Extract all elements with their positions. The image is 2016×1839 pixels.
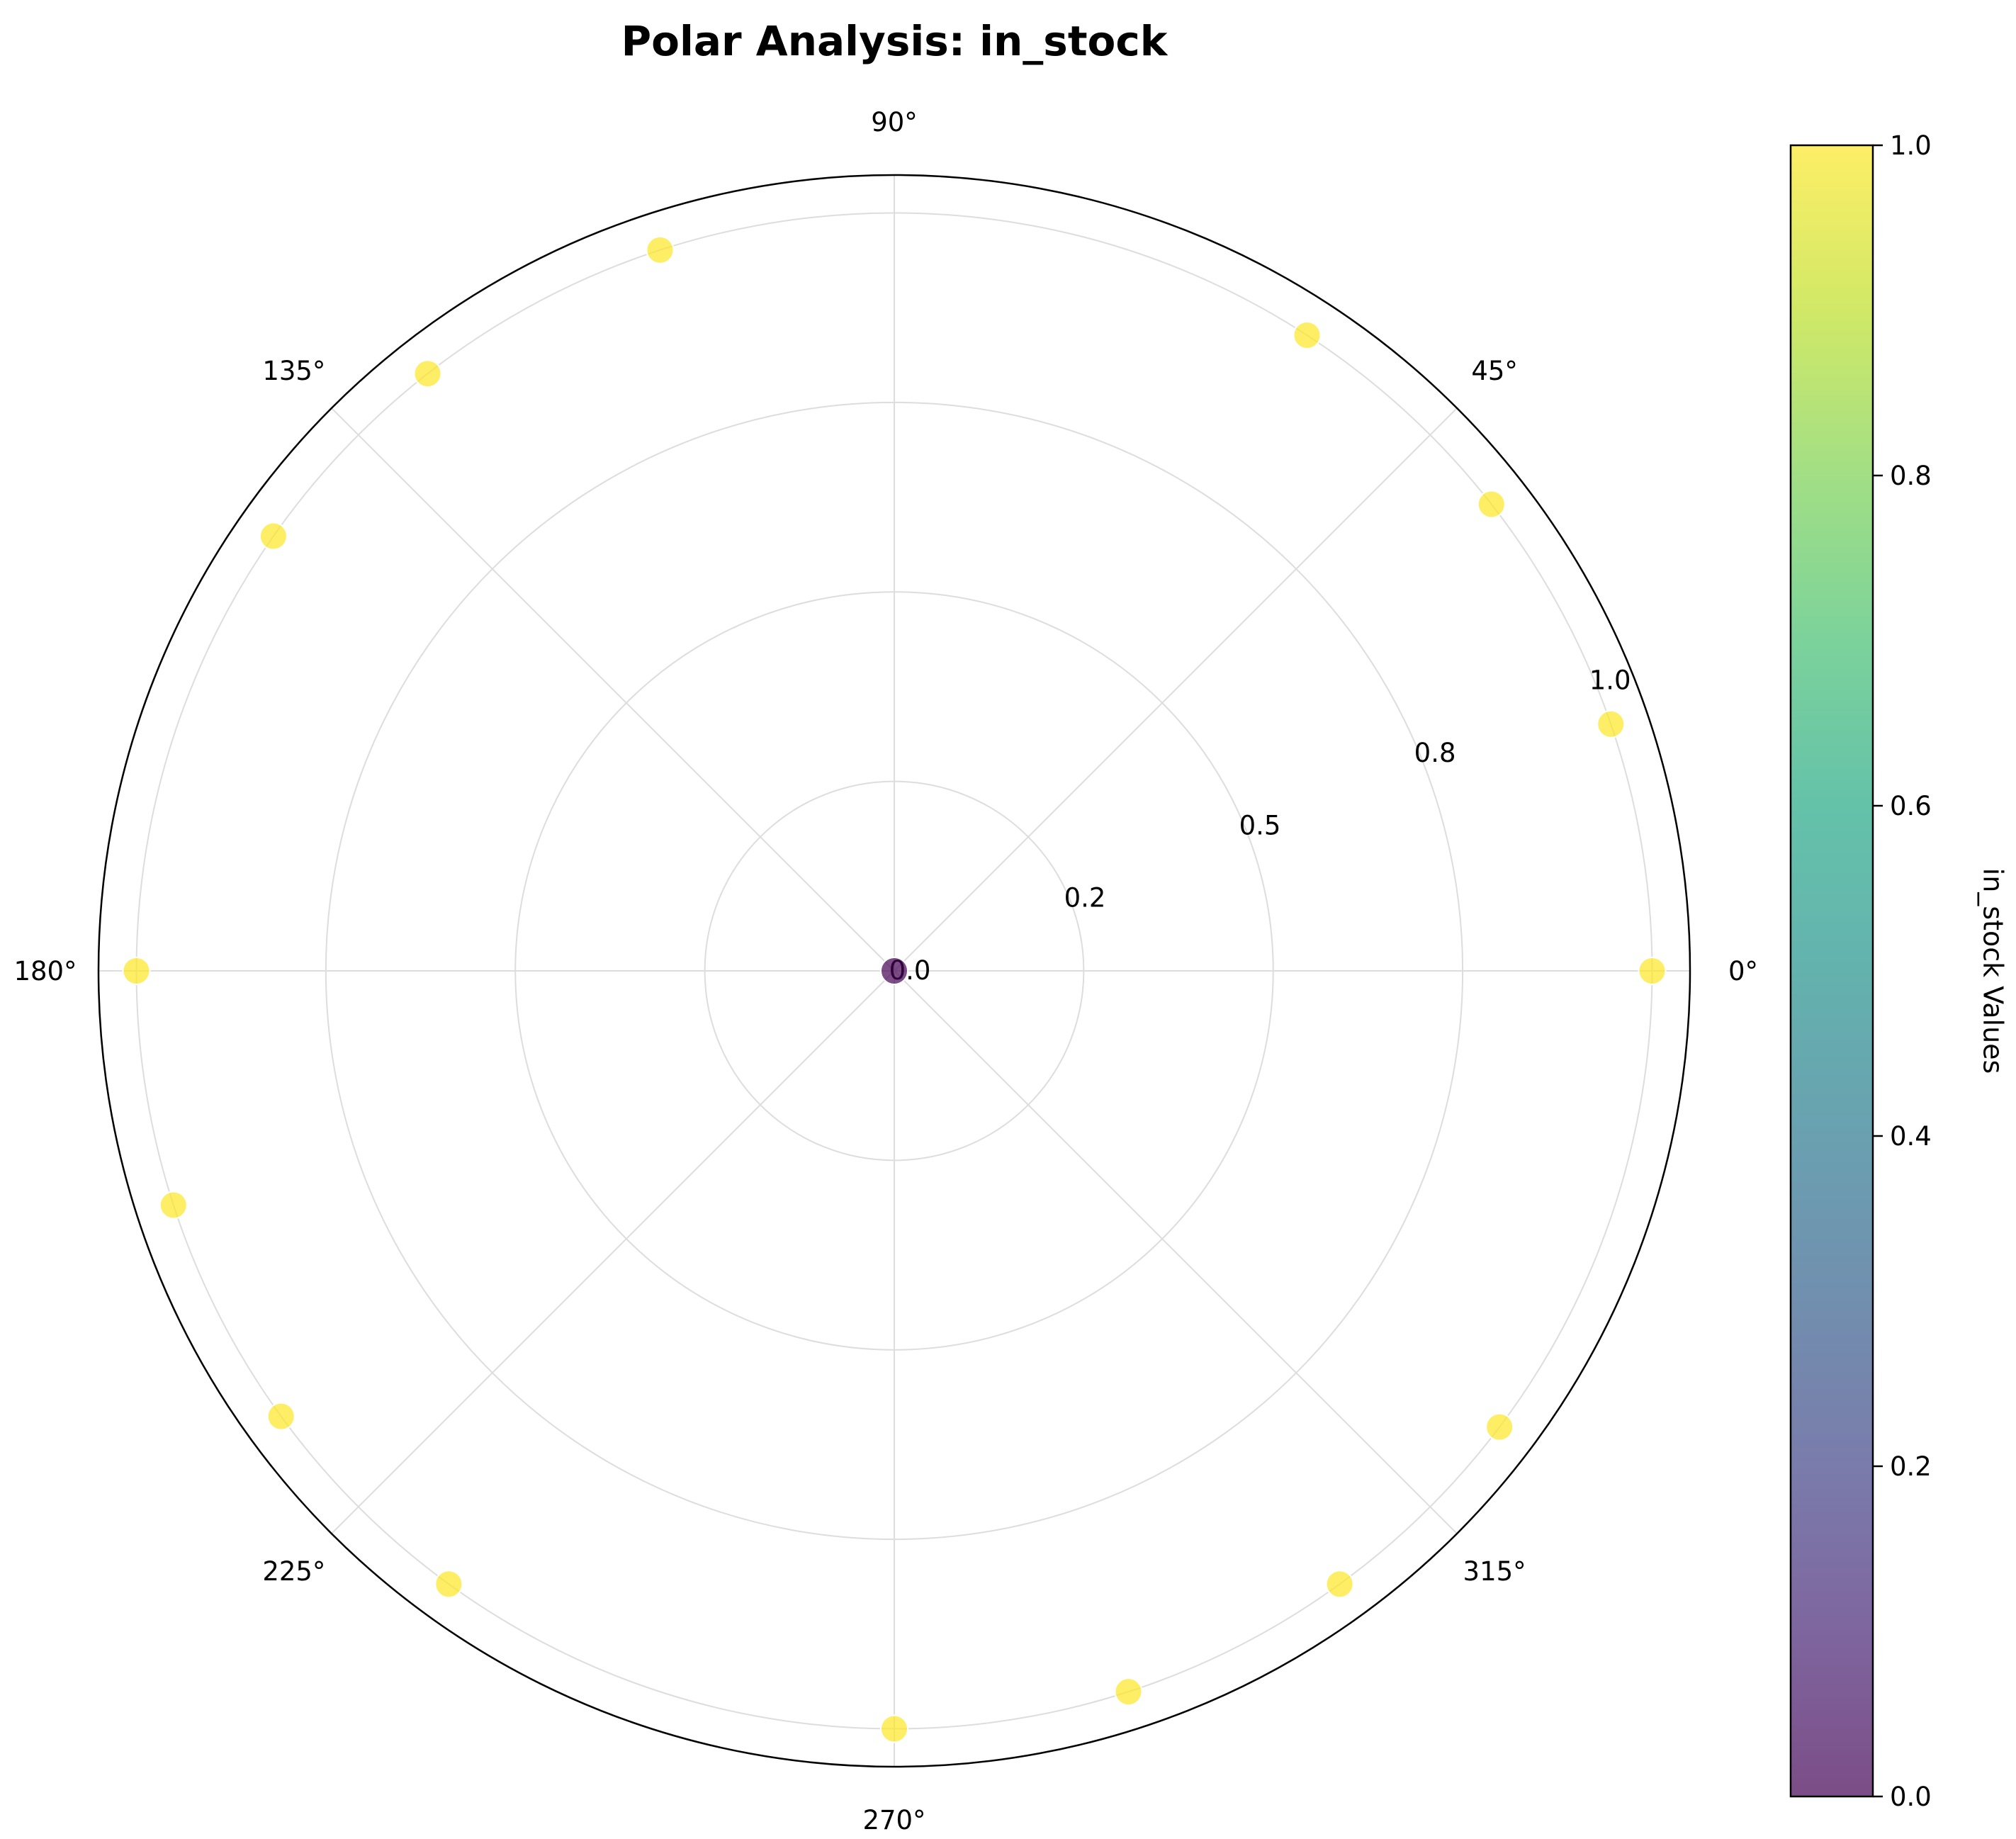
data-point	[880, 957, 908, 985]
colorbar-tick-label: 0.6	[1890, 791, 1932, 821]
theta-gridline	[331, 970, 895, 1534]
radial-tick-label: 0.8	[1414, 738, 1456, 768]
colorbar-label: in_stock Values	[1978, 868, 2009, 1074]
radial-gridline	[514, 591, 1274, 1351]
data-point	[1114, 1677, 1143, 1706]
data-point	[413, 359, 442, 388]
colorbar-tick-label: 0.2	[1890, 1451, 1932, 1482]
data-point	[1597, 709, 1626, 738]
colorbar-tick-label: 0.8	[1890, 461, 1932, 491]
theta-tick-label: 270°	[862, 1805, 925, 1835]
theta-gridline	[894, 407, 1458, 972]
data-point	[880, 1714, 908, 1743]
theta-tick-label: 45°	[1471, 356, 1518, 386]
data-point	[1477, 490, 1506, 519]
theta-tick-label: 90°	[871, 107, 918, 137]
polar-frame	[97, 174, 1691, 1768]
data-point	[1485, 1412, 1514, 1441]
colorbar-frame	[1789, 144, 1874, 1798]
data-point	[159, 1191, 188, 1220]
chart-title: Polar Analysis: in_stock	[621, 17, 1169, 65]
theta-tick-label: 225°	[262, 1556, 325, 1587]
radial-gridline	[325, 401, 1464, 1541]
theta-gridline	[894, 970, 1458, 1534]
data-point	[266, 1402, 295, 1431]
polar-plot-area: 0.00.20.50.81.00°45°90°135°180°225°270°3…	[13, 107, 1758, 1835]
theta-gridline	[331, 407, 895, 972]
data-point	[259, 522, 288, 551]
colorbar: 0.0 0.2 0.4 0.6 0.8 1.0 in_stock Values	[1789, 130, 2009, 1812]
data-point	[1293, 321, 1322, 350]
data-point	[1638, 957, 1667, 985]
colorbar-tick-label: 0.4	[1890, 1121, 1932, 1152]
theta-tick-label: 135°	[262, 356, 325, 386]
theta-tick-label: 0°	[1728, 956, 1758, 986]
data-point	[122, 957, 151, 985]
data-point	[434, 1570, 463, 1599]
radial-gridline	[704, 780, 1085, 1162]
colorbar-tick-label: 1.0	[1890, 130, 1932, 161]
data-point	[646, 235, 675, 264]
theta-tick-label: 180°	[13, 956, 77, 986]
colorbar-gradient	[1791, 145, 1873, 1796]
theta-tick-label: 315°	[1463, 1556, 1526, 1587]
colorbar-tick-label: 0.0	[1890, 1782, 1932, 1812]
radial-tick-label: 0.5	[1239, 810, 1281, 840]
radial-tick-label: 0.2	[1064, 883, 1106, 913]
data-point	[1325, 1570, 1354, 1599]
radial-tick-label: 1.0	[1589, 665, 1631, 696]
